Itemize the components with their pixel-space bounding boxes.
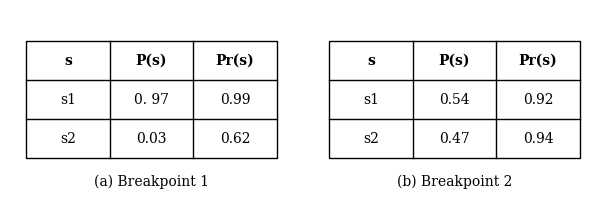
Text: 0.54: 0.54 bbox=[439, 93, 470, 107]
Text: 0. 97: 0. 97 bbox=[134, 93, 169, 107]
Text: 0.62: 0.62 bbox=[220, 132, 250, 146]
Text: 0.03: 0.03 bbox=[136, 132, 167, 146]
Bar bbox=[329, 41, 580, 158]
Text: (a) Breakpoint 1: (a) Breakpoint 1 bbox=[94, 175, 209, 189]
Text: P(s): P(s) bbox=[136, 54, 167, 68]
Text: s1: s1 bbox=[60, 93, 76, 107]
Text: s: s bbox=[367, 54, 375, 68]
Text: s1: s1 bbox=[363, 93, 379, 107]
Text: Pr(s): Pr(s) bbox=[519, 54, 558, 68]
Text: Pr(s): Pr(s) bbox=[216, 54, 255, 68]
Text: 0.99: 0.99 bbox=[220, 93, 250, 107]
Bar bbox=[26, 41, 277, 158]
Text: (b) Breakpoint 2: (b) Breakpoint 2 bbox=[397, 175, 512, 189]
Text: P(s): P(s) bbox=[439, 54, 470, 68]
Text: s2: s2 bbox=[363, 132, 379, 146]
Text: 0.94: 0.94 bbox=[523, 132, 553, 146]
Text: 0.92: 0.92 bbox=[523, 93, 553, 107]
Text: 0.47: 0.47 bbox=[439, 132, 470, 146]
Text: s: s bbox=[64, 54, 72, 68]
Text: s2: s2 bbox=[60, 132, 76, 146]
